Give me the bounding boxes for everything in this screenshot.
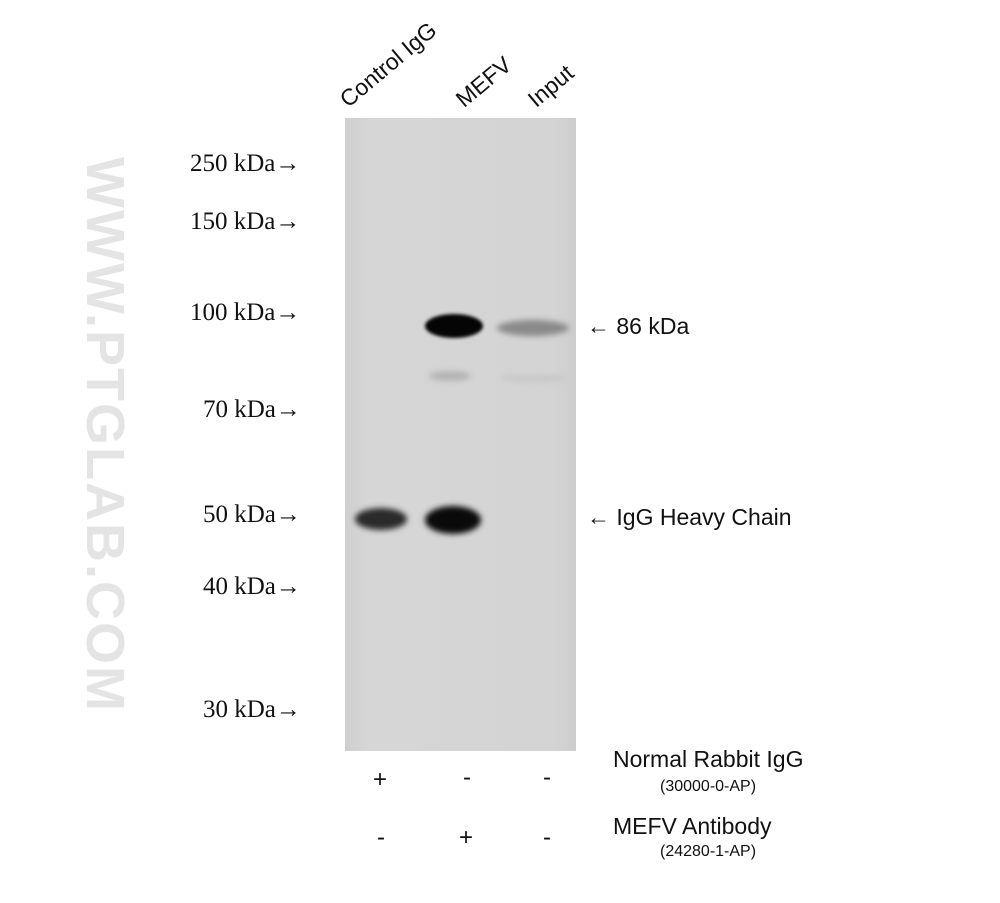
blot-membrane (345, 118, 576, 751)
annotation-igg-heavy-chain: ← IgG Heavy Chain (587, 504, 792, 530)
marker-40: 40 kDa→ (203, 573, 301, 600)
lane-label-mefv: MEFV (450, 51, 517, 113)
marker-150: 150 kDa→ (190, 208, 301, 235)
row-label-mefv-antibody: MEFV Antibody (613, 813, 772, 839)
sign: - (543, 824, 551, 851)
row-label-normal-rabbit-igg: Normal Rabbit IgG (613, 746, 804, 772)
marker-250: 250 kDa→ (190, 150, 301, 177)
band-input-minor (500, 374, 566, 382)
annotation-86kda: ← 86 kDa (587, 313, 690, 339)
sign: + (373, 766, 388, 793)
band-control-igg-heavy (355, 508, 407, 530)
lane-label-control-igg: Control IgG (334, 16, 442, 113)
sign: + (459, 824, 474, 851)
sign: - (463, 764, 471, 791)
marker-100: 100 kDa→ (190, 299, 301, 326)
band-input-86kda (497, 320, 569, 336)
marker-70: 70 kDa→ (203, 396, 301, 423)
band-mefv-86kda (425, 314, 483, 338)
row-catalog-mefv-antibody: (24280-1-AP) (660, 843, 757, 860)
sign: - (543, 764, 551, 791)
watermark: WWW.PTGLAB.COM (75, 157, 135, 713)
marker-30: 30 kDa→ (203, 696, 301, 723)
marker-50: 50 kDa→ (203, 501, 301, 528)
sign: - (377, 824, 385, 851)
row-catalog-normal-rabbit-igg: (30000-0-AP) (660, 778, 757, 795)
lane-label-input: Input (522, 59, 579, 113)
band-mefv-minor (429, 371, 471, 381)
band-mefv-igg-heavy (425, 506, 481, 534)
